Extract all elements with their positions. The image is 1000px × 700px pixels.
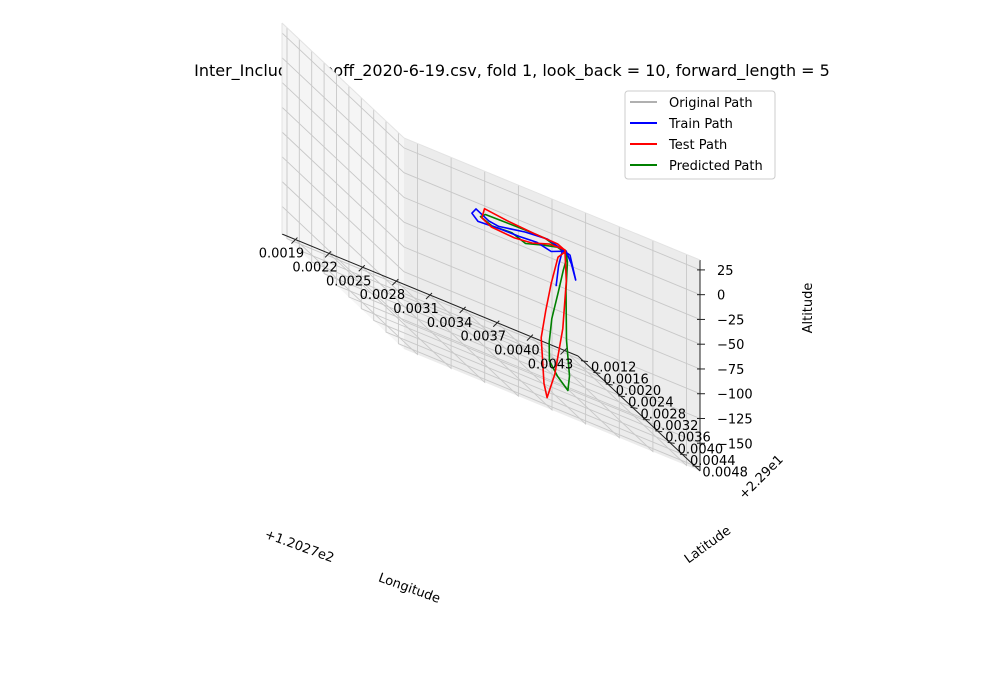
- x-tick-label: 0.0022: [292, 260, 338, 275]
- chart-title: Inter_IncludeTakeoff_2020-6-19.csv, fold…: [194, 61, 830, 81]
- x-grid-line: [530, 240, 654, 453]
- z-grid-line: [281, 57, 701, 296]
- y-tick: [605, 383, 613, 386]
- x-tick: [358, 264, 366, 272]
- y-grid-line: [286, 27, 584, 362]
- y-tick: [580, 360, 589, 363]
- z-tick-label: 0: [717, 289, 725, 304]
- x-grid-line: [429, 199, 553, 412]
- plot-series: [471, 207, 577, 399]
- y-grid-line: [298, 39, 596, 373]
- legend-frame: [624, 90, 776, 180]
- y-axis-line: [577, 355, 701, 472]
- x-grid-line: [564, 254, 687, 467]
- x-tick-label: 0.0025: [326, 274, 372, 289]
- x-tick-label: 0.0019: [259, 247, 305, 262]
- x-grid-line: [328, 157, 452, 370]
- y-tick: [593, 371, 601, 374]
- z-grid-line: [281, 106, 701, 345]
- y-tick-label: 0.0016: [603, 372, 649, 387]
- z-grid-line: [281, 205, 701, 444]
- x-grid-line: [396, 185, 519, 398]
- x-tick-label: 0.0034: [427, 316, 473, 331]
- x-axis-label: Longitude: [376, 571, 442, 607]
- legend: Original Path Train Path Test Path Predicte…: [624, 90, 776, 180]
- z-tick-label: −150: [717, 437, 753, 452]
- z-tick-label: −125: [717, 412, 753, 427]
- y-tick: [692, 465, 700, 468]
- y-tick: [667, 441, 675, 444]
- z-axis-label: Altitude: [801, 283, 816, 334]
- y-tick-label: 0.0036: [665, 431, 711, 446]
- y-grid-line: [373, 109, 670, 443]
- x-offset-label: +1.2027e2: [262, 527, 335, 566]
- y-tick: [642, 418, 650, 421]
- x-tick: [291, 237, 298, 244]
- y-axis-label: Latitude: [682, 523, 734, 567]
- x-tick: [425, 292, 433, 300]
- tick-labels: 0.00190.00220.00250.00280.00310.00340.00…: [259, 237, 753, 481]
- y-tick-label: 0.0028: [640, 407, 686, 422]
- z-tick-label: −100: [717, 388, 753, 403]
- x-grid-line: [496, 226, 620, 439]
- test-path-line: [481, 207, 568, 399]
- z-tick-label: −25: [717, 313, 744, 328]
- y-tick-label: 0.0012: [591, 361, 637, 376]
- legend-label-test-path: Test Path: [668, 138, 727, 153]
- y-tick: [618, 395, 626, 398]
- y-tick: [630, 406, 638, 409]
- y-grid-line: [360, 97, 658, 432]
- x-grid-line: [463, 212, 587, 425]
- y-grid-line: [336, 74, 633, 408]
- x-tick: [492, 320, 500, 328]
- z-tick-label: −50: [717, 338, 744, 353]
- legend-label-train-path: Train Path: [668, 117, 733, 132]
- y-tick: [679, 453, 688, 456]
- y-grid-line: [311, 51, 608, 385]
- z-tick-label: −75: [717, 363, 744, 378]
- x-tick: [459, 306, 466, 314]
- x-tick: [324, 251, 332, 258]
- y-tick-label: 0.0044: [690, 454, 736, 469]
- y-grid-line: [385, 121, 683, 455]
- x-tick-label: 0.0031: [393, 302, 439, 317]
- x-tick: [560, 348, 567, 355]
- z-grid-line: [281, 156, 701, 395]
- y-tick-label: 0.0024: [628, 396, 674, 411]
- x-tick-label: 0.0040: [494, 344, 540, 359]
- z-grid-line: [281, 82, 701, 320]
- x-tick-label: 0.0043: [528, 357, 574, 372]
- y-tick-label: 0.0032: [653, 419, 699, 434]
- x-grid-line: [362, 171, 486, 384]
- z-grid-line: [281, 131, 701, 370]
- y-tick-label: 0.0040: [678, 442, 724, 457]
- top-pane-edge: [281, 22, 701, 261]
- x-tick-label: 0.0037: [461, 330, 507, 345]
- y-tick-label: 0.0048: [702, 466, 748, 481]
- y-grid-line: [348, 86, 646, 420]
- train-path-line: [471, 208, 577, 287]
- legend-label-original-path: Original Path: [669, 96, 753, 111]
- x-tick: [526, 334, 534, 341]
- x-tick: [392, 278, 399, 286]
- z-tick-label: 25: [717, 264, 734, 279]
- y-tick: [655, 430, 663, 433]
- legend-label-predicted-path: Predicted Path: [669, 159, 763, 174]
- x-tick-label: 0.0028: [360, 288, 406, 303]
- y-tick-label: 0.0020: [616, 384, 662, 399]
- y-grid-line: [397, 132, 695, 467]
- z-grid-line: [281, 32, 701, 271]
- y-grid-line: [323, 62, 621, 397]
